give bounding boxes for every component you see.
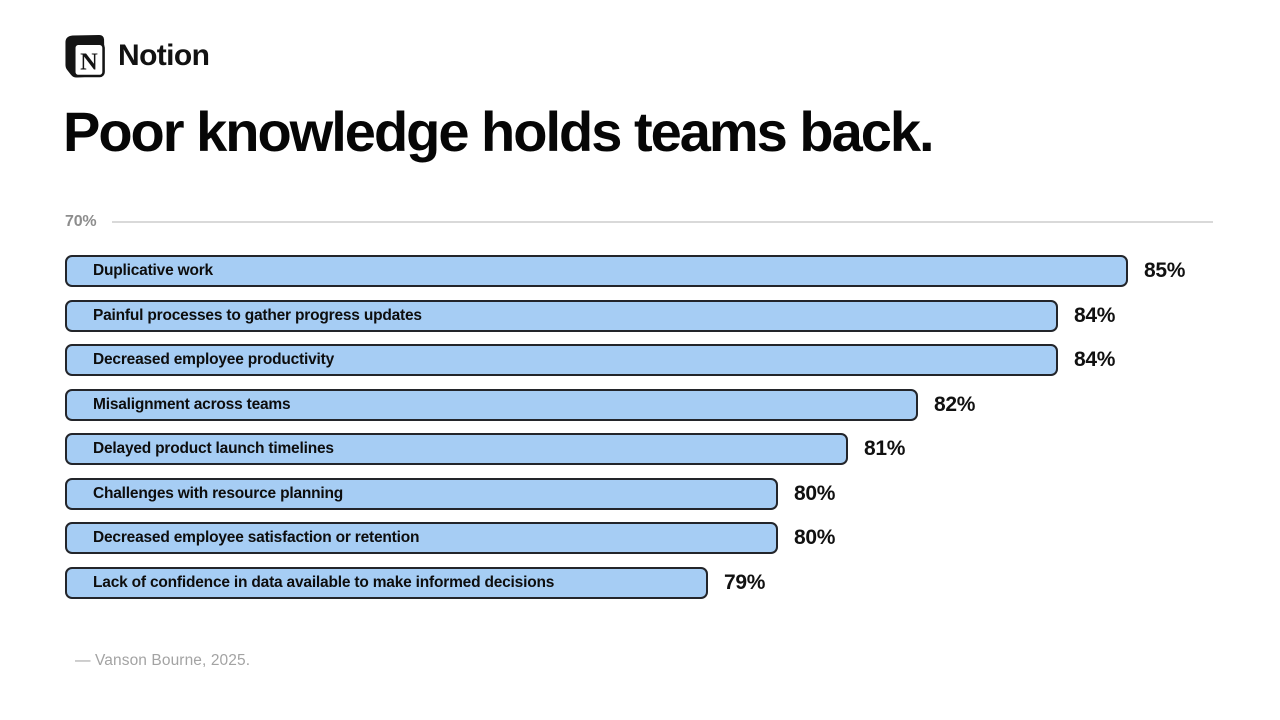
axis-gridline-row: 70% [65,211,1213,232]
bar-category-label: Duplicative work [93,262,213,279]
brand-header: N Notion [64,33,210,79]
bar-category-label: Decreased employee productivity [93,351,335,368]
bar-row: Duplicative work 85% [65,255,1213,287]
bar-row: Lack of confidence in data available to … [65,566,1213,599]
bar-value-label: 81% [864,437,906,460]
bar-category-label: Delayed product launch timelines [93,440,334,457]
bar-value-label: 85% [1144,259,1186,282]
bar-value-label: 82% [934,392,976,416]
bar-row: Decreased employee satisfaction or reten… [65,522,1213,554]
slide-title: Poor knowledge holds teams back. [63,100,935,163]
source-citation: — Vanson Bourne, 2025. [75,652,251,669]
svg-text:N: N [80,49,98,76]
bar: Painful processes to gather progress upd… [65,299,1058,332]
bar: Duplicative work [65,255,1128,287]
bar-row: Decreased employee productivity 84% [65,344,1213,376]
bar-value-label: 80% [794,481,836,505]
bar-value-label: 80% [794,526,836,549]
bar-category-label: Decreased employee satisfaction or reten… [93,529,420,546]
bar-value-label: 84% [1074,303,1116,327]
gridline [112,220,1213,223]
bar-category-label: Lack of confidence in data available to … [93,573,555,591]
notion-logo-icon: N [65,34,105,78]
bar-value-label: 79% [724,570,766,594]
bar-row: Challenges with resource planning 80% [65,477,1213,510]
bar-chart: 70% Duplicative work 85% Painful process… [65,211,1213,611]
axis-min-label: 70% [65,212,97,230]
bar: Challenges with resource planning [65,477,778,510]
bar: Decreased employee satisfaction or reten… [65,522,778,554]
bar-category-label: Misalignment across teams [93,395,291,413]
bar-row: Delayed product launch timelines 81% [65,433,1213,465]
bar: Lack of confidence in data available to … [65,566,708,599]
brand-name: Notion [118,39,210,72]
bar-value-label: 84% [1074,348,1116,371]
bar: Decreased employee productivity [65,344,1058,376]
bar: Misalignment across teams [65,388,918,421]
bar-category-label: Challenges with resource planning [93,484,344,502]
bar-row: Misalignment across teams 82% [65,388,1213,421]
bar-category-label: Painful processes to gather progress upd… [93,306,422,324]
bar: Delayed product launch timelines [65,433,848,465]
bar-rows: Duplicative work 85% Painful processes t… [65,255,1213,599]
bar-row: Painful processes to gather progress upd… [65,299,1213,332]
